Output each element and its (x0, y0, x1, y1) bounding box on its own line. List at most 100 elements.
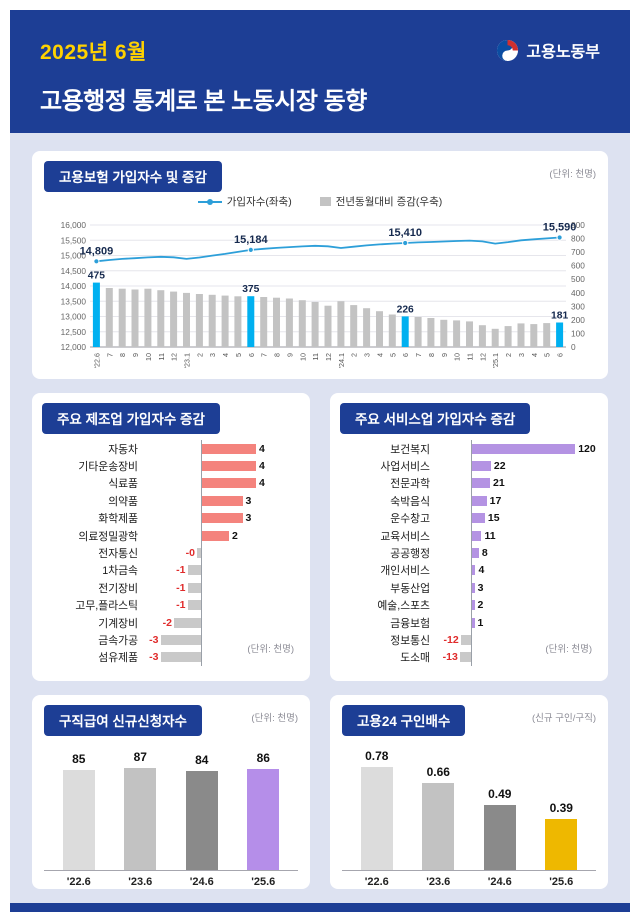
zero-axis (201, 579, 202, 597)
category-row: 기타운송장비 4 (42, 457, 300, 475)
negative-zone: -0 (143, 547, 201, 559)
zero-axis (201, 561, 202, 580)
panel-insurance: 고용보험 가입자수 및 증감 (단위: 천명) 가입자수(좌축) 전년동월대비 … (32, 151, 608, 379)
change-bar (324, 305, 332, 347)
zero-axis (471, 457, 472, 475)
x-axis-tick: 7 (414, 353, 423, 357)
zero-axis (201, 631, 202, 649)
x-axis-tick: 8 (118, 353, 127, 357)
value-label: 4 (478, 564, 485, 577)
positive-zone: 1 (472, 617, 598, 629)
value-bar (472, 443, 576, 454)
x-axis-tick: '25.6 (549, 876, 574, 888)
category-label: 전기장비 (98, 582, 138, 595)
bar-value-label: 181 (551, 311, 568, 322)
value-label: 84 (195, 753, 209, 767)
category-label: 사업서비스 (380, 461, 430, 474)
change-bar (427, 318, 435, 347)
positive-zone: 3 (472, 582, 598, 594)
zero-axis (201, 492, 202, 510)
left-axis-tick: 12,500 (61, 327, 87, 337)
x-axis-tick: '24.1 (337, 353, 346, 368)
change-bar (260, 297, 268, 347)
value-label: 87 (133, 750, 147, 764)
x-axis-tick: 8 (273, 353, 282, 357)
positive-zone: 8 (472, 547, 598, 559)
report-frame: 2025년 6월 고용노동부 고용행정 통계로 본 노동시장 동향 고용보험 가… (10, 10, 630, 912)
bar-column: 87 (111, 750, 169, 870)
left-axis-tick: 14,500 (61, 266, 87, 276)
panel-insurance-head: 고용보험 가입자수 및 증감 (단위: 천명) (44, 161, 596, 192)
category-label: 화학제품 (98, 513, 138, 526)
x-axis-tick: 9 (285, 353, 294, 357)
category-label: 자동차 (108, 443, 138, 456)
benefit-x-labels: '22.6 '23.6 '24.6 '25.6 (44, 876, 298, 888)
panel-ratio-head: 고용24 구인배수 (신규 구인/구직) (342, 705, 596, 736)
value-bar (124, 768, 157, 870)
left-axis-tick: 15,500 (61, 235, 87, 245)
category-row: 전기장비 -1 (42, 579, 300, 597)
change-bar (453, 320, 461, 347)
zero-axis (201, 544, 202, 562)
change-bar (273, 297, 280, 347)
left-axis-tick: 16,000 (61, 220, 87, 230)
right-axis-tick: 200 (571, 315, 585, 325)
value-bar (483, 805, 516, 870)
legend-item-bar: 전년동월대비 증감(우축) (319, 194, 443, 209)
value-label: 0.66 (426, 765, 450, 779)
category-row: 의약품 3 (42, 492, 300, 510)
category-label: 정보통신 (390, 634, 430, 647)
legend-label-bar: 전년동월대비 증감(우축) (335, 196, 443, 208)
category-row: 섬유제품 -3 (42, 648, 300, 667)
bar-column: 85 (50, 752, 108, 870)
category-label: 금속가공 (98, 634, 138, 647)
category-label: 의료정밀광학 (78, 530, 138, 543)
value-label: 17 (489, 494, 502, 507)
category-label: 기타운송장비 (78, 461, 138, 474)
category-label: 식료품 (108, 478, 138, 491)
value-label: 85 (72, 752, 86, 766)
value-label: -1 (176, 599, 186, 612)
value-label: -1 (176, 564, 186, 577)
change-bar (170, 291, 178, 347)
left-axis-ticks: 16,000 15,500 15,000 14,500 14,000 13,500 13,0… (61, 220, 87, 352)
positive-zone: 3 (202, 512, 300, 524)
value-label: 4 (259, 442, 265, 455)
x-axis-tick: '25.6 (251, 876, 276, 888)
zero-axis (201, 596, 202, 614)
value-label: 3 (245, 512, 252, 525)
panel-benefit-title: 구직급여 신규신청자수 (44, 705, 202, 736)
change-bar (105, 288, 113, 347)
category-row: 기계장비 -2 (42, 613, 300, 632)
category-label: 전자통신 (98, 548, 138, 561)
x-axis-tick: '22.6 (364, 876, 389, 888)
right-axis-tick: 300 (571, 301, 585, 311)
data-labels: 14,809 475 15,184 375 15,410 226 15,590 181 (80, 222, 577, 322)
positive-zone: 2 (472, 599, 598, 611)
value-bar (202, 461, 256, 472)
panel-ratio-unit: (신규 구인/구직) (531, 713, 596, 724)
positive-zone: 21 (472, 477, 598, 489)
value-label: 0.78 (365, 749, 389, 763)
category-label: 금융보험 (390, 617, 430, 630)
x-axis-tick: 3 (517, 353, 526, 357)
x-axis-tick: '25.1 (491, 353, 500, 368)
bar-value-label: 226 (397, 304, 414, 315)
change-bar (543, 323, 551, 347)
category-row: 전문과학 21 (340, 474, 598, 493)
benefit-bar-chart: 85 87 84 86 (44, 742, 298, 871)
x-axis-tick: 3 (363, 353, 372, 357)
positive-zone: 22 (472, 460, 598, 472)
x-axis-tick: 6 (401, 353, 410, 357)
bar-value-label: 475 (88, 271, 105, 282)
panel-manufacturing: 주요 제조업 가입자수 증감 자동차 4 기타운송장비 4 식료품 4 의약품 3 화학제품 3 의… (32, 393, 310, 681)
chart-legend: 가입자수(좌축) 전년동월대비 증감(우축) (44, 194, 596, 209)
negative-zone: -1 (143, 582, 201, 594)
right-axis-tick: 100 (571, 328, 585, 338)
change-bar (157, 290, 165, 347)
x-axis-tick: '22.6 (66, 876, 91, 888)
category-row: 화학제품 3 (42, 509, 300, 527)
value-bar (472, 530, 482, 541)
x-axis-tick: 9 (440, 353, 449, 357)
zero-axis (201, 457, 202, 475)
